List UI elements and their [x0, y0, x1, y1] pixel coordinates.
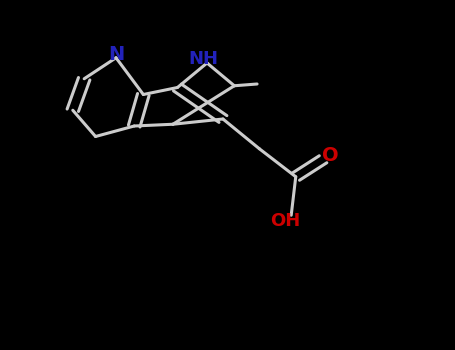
Text: NH: NH [189, 50, 219, 69]
Text: O: O [322, 146, 338, 165]
Text: OH: OH [271, 212, 301, 230]
Text: N: N [108, 45, 124, 64]
